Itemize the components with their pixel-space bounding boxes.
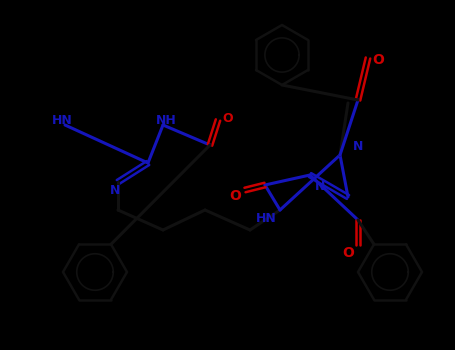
Text: N: N bbox=[110, 183, 120, 196]
Text: O: O bbox=[229, 189, 241, 203]
Text: N: N bbox=[353, 140, 363, 154]
Text: HN: HN bbox=[51, 114, 72, 127]
Text: HN: HN bbox=[256, 211, 276, 224]
Text: O: O bbox=[222, 112, 233, 125]
Text: N: N bbox=[315, 181, 325, 194]
Text: NH: NH bbox=[156, 114, 177, 127]
Text: O: O bbox=[342, 246, 354, 260]
Text: O: O bbox=[372, 53, 384, 67]
